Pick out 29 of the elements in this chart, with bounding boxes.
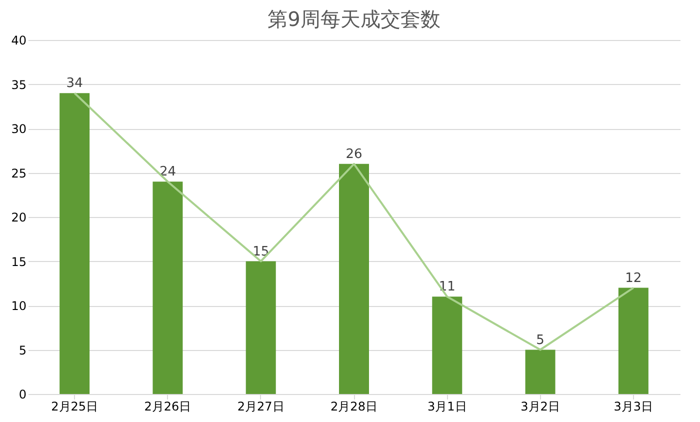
bar (618, 288, 648, 394)
data-label: 5 (536, 332, 544, 348)
chart-title: 第9周每天成交套数 (268, 7, 440, 31)
y-tick-label: 25 (11, 166, 26, 180)
x-tick-label: 3月1日 (428, 400, 467, 414)
data-label: 34 (66, 76, 83, 92)
data-label: 26 (346, 146, 362, 162)
y-tick-label: 5 (18, 343, 26, 358)
y-tick-label: 40 (11, 34, 26, 48)
x-tick-label: 3月3日 (614, 400, 654, 414)
x-tick-label: 2月27日 (237, 400, 284, 414)
x-tick-label: 2月26日 (144, 400, 192, 414)
data-label: 12 (625, 270, 642, 286)
y-tick-label: 10 (11, 299, 26, 313)
x-tick-label: 2月28日 (330, 400, 378, 414)
y-tick-label: 35 (11, 78, 26, 92)
y-tick-label: 15 (11, 254, 26, 269)
y-tick-label: 20 (11, 210, 26, 224)
x-tick-label: 3月2日 (520, 400, 560, 414)
x-tick-label: 2月25日 (51, 400, 98, 414)
bar (152, 182, 183, 394)
y-tick-label: 30 (11, 122, 26, 136)
bar (339, 164, 369, 394)
y-tick-label: 0 (18, 388, 26, 402)
bar (246, 261, 276, 394)
bar (525, 350, 556, 394)
data-label: 24 (159, 164, 176, 180)
bar (60, 93, 90, 394)
bar (432, 296, 462, 394)
